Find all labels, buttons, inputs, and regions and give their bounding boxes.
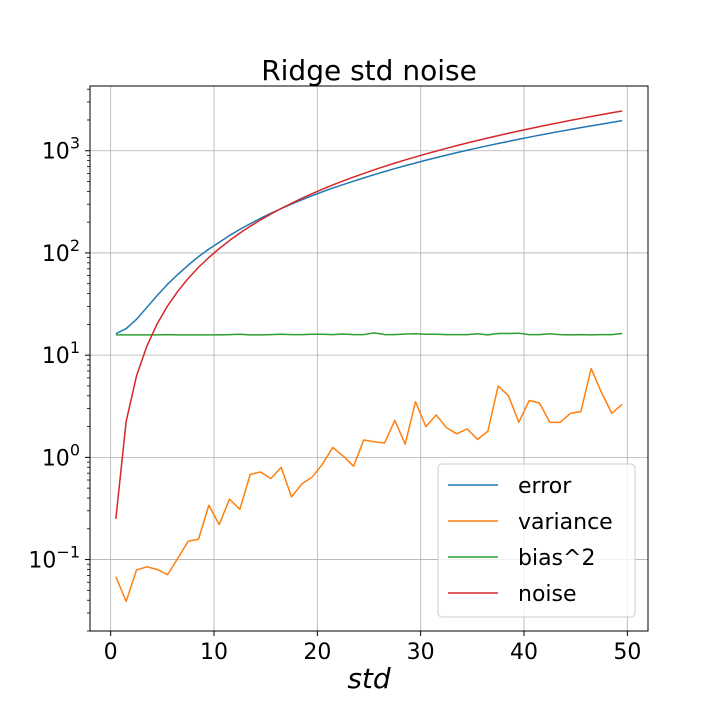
y-axis: 10−1 100 101 102 103 (28, 88, 90, 632)
series-line-variance (115, 367, 623, 603)
x-tick-label: 10 (200, 640, 228, 665)
x-tick-label: 40 (510, 640, 538, 665)
series-layer (115, 110, 623, 603)
x-tick-label: 0 (104, 640, 118, 665)
legend-label: noise (518, 582, 577, 607)
y-tick-label: 101 (42, 338, 80, 369)
x-axis-label: std (347, 662, 391, 695)
y-tick-label: 100 (42, 440, 80, 471)
y-tick-label: 102 (42, 236, 80, 267)
plot-frame (89, 85, 649, 632)
legend-label: variance (518, 510, 613, 535)
legend-label: bias^2 (518, 546, 595, 571)
x-tick-label: 30 (407, 640, 435, 665)
chart-title: Ridge std noise (261, 54, 477, 87)
y-tick-label: 10−1 (28, 543, 80, 574)
series-line-noise (115, 110, 623, 519)
grid-lines (90, 86, 648, 631)
series-line-bias-2 (115, 332, 623, 336)
x-tick-label: 50 (613, 640, 641, 665)
x-tick-label: 20 (303, 640, 331, 665)
series-line-error (115, 119, 623, 335)
legend-box (437, 463, 636, 618)
legend-label: error (518, 474, 572, 499)
legend: error variance bias^2 noise (437, 463, 636, 618)
x-axis: 0 10 20 30 40 50 (104, 631, 641, 665)
y-tick-label: 103 (42, 134, 80, 165)
